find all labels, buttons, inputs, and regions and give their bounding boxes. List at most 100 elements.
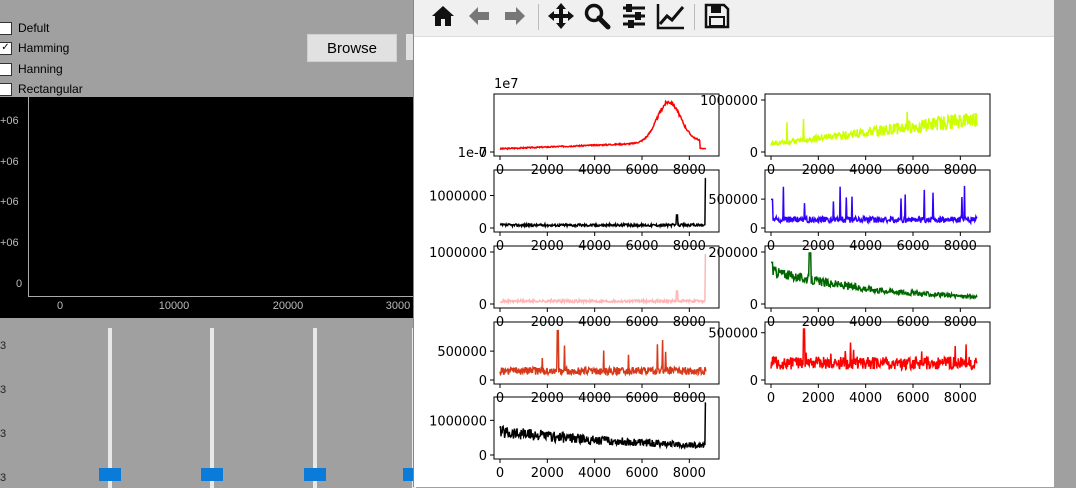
subplot-6: 0 500000 0 2000 4000 6000 8000: [437, 321, 720, 406]
slider-track[interactable]: [210, 328, 214, 488]
checkbox[interactable]: ✓: [0, 41, 12, 55]
slider-value-label: 3: [0, 384, 7, 396]
x-tick-label: 6000: [896, 391, 929, 406]
zoom-icon[interactable]: [582, 2, 612, 30]
right-background: [1054, 0, 1076, 487]
pan-icon[interactable]: [546, 2, 576, 30]
checkbox-label: Hamming: [18, 41, 70, 55]
subplot-8: 0 1000000 0 2000 4000 6000 8000: [429, 396, 720, 481]
x-tick-label: 6000: [625, 466, 658, 481]
series-line: [770, 328, 978, 373]
x-tick-label: 2000: [531, 391, 564, 406]
main-plot: [0, 97, 420, 318]
main-x-tick: 0: [56, 300, 64, 312]
y-tick-label: 1000000: [429, 414, 487, 429]
x-tick-label: 4000: [578, 391, 611, 406]
window-option-defult[interactable]: Defult: [0, 18, 49, 38]
y-tick-label: 0: [479, 449, 487, 464]
toolbar-separator: [694, 4, 695, 30]
x-tick-label: 8000: [673, 466, 706, 481]
slider-track[interactable]: [313, 328, 317, 488]
forward-icon[interactable]: [500, 2, 530, 30]
series-line: [499, 99, 707, 151]
checkbox-label: Defult: [18, 21, 50, 35]
main-x-tick: 20000: [272, 300, 304, 312]
slider-handle[interactable]: [201, 468, 223, 481]
slider-track[interactable]: [108, 328, 112, 488]
y-tick-label: 1e-7: [458, 146, 487, 161]
window-option-hanning[interactable]: Hanning: [0, 59, 63, 79]
axes-frame: [764, 169, 991, 233]
axes-frame: [493, 245, 720, 309]
checkbox[interactable]: [0, 82, 12, 96]
y-tick-label: 500000: [437, 345, 487, 360]
y-tick-label: 0: [479, 298, 487, 313]
x-tick-label: 0: [767, 391, 775, 406]
series-line: [499, 177, 707, 230]
main-y-tick: +06: [0, 196, 19, 208]
main-y-tick: +06: [0, 237, 19, 249]
x-tick-label: 4000: [849, 391, 882, 406]
toolbar-separator: [538, 4, 539, 30]
slider-value-label: 3: [0, 472, 7, 484]
x-tick-label: 8000: [944, 391, 977, 406]
subplot-7: 0 500000 0 2000 4000 6000 8000: [708, 321, 991, 406]
slider-handle[interactable]: [99, 468, 121, 481]
slider-value-label: 3: [0, 428, 7, 440]
x-tick-label: 6000: [625, 391, 658, 406]
y-tick-label: 0: [479, 222, 487, 237]
y-tick-label: 1000000: [700, 94, 758, 109]
y-tick-label: 0: [479, 146, 487, 161]
browse-button[interactable]: Browse: [307, 34, 397, 62]
checkbox[interactable]: [0, 62, 12, 76]
y-tick-label: 0: [750, 374, 758, 389]
plot-toolbar: [414, 0, 1054, 37]
y-tick-label: 500000: [708, 327, 758, 342]
y-offset-label: 1e7: [494, 77, 519, 92]
y-tick-label: 1000000: [429, 246, 487, 261]
configure-subplots-icon[interactable]: [619, 2, 649, 30]
x-tick-label: 0: [496, 391, 504, 406]
back-icon[interactable]: [464, 2, 494, 30]
save-icon[interactable]: [702, 2, 732, 30]
series-line: [770, 111, 978, 147]
main-y-axis: [28, 97, 29, 297]
checkbox-label: Rectangular: [18, 82, 83, 96]
checkbox-label: Hanning: [18, 62, 63, 76]
y-tick-label: 1000000: [429, 190, 487, 205]
second-button[interactable]: [406, 34, 416, 60]
y-tick-label: 0: [750, 222, 758, 237]
y-tick-label: 200000: [708, 246, 758, 261]
axes-frame: [493, 396, 720, 460]
series-line: [499, 329, 707, 377]
home-icon[interactable]: [428, 2, 458, 30]
slider-handle[interactable]: [304, 468, 326, 481]
axes-frame: [493, 321, 720, 385]
axes-frame: [764, 245, 991, 309]
main-y-tick: 0: [16, 278, 23, 290]
x-tick-label: 2000: [531, 466, 564, 481]
x-tick-label: 2000: [802, 391, 835, 406]
checkbox[interactable]: [0, 21, 12, 35]
axes-frame: [493, 93, 720, 157]
window-option-rectangular[interactable]: Rectangular: [0, 79, 83, 99]
figure-window: 0 1e-7 1e7 0 2000 4000 6000 8000 0 1000000 0 2000 40…: [413, 0, 1055, 487]
main-y-tick: +06: [0, 156, 19, 168]
y-tick-label: 0: [750, 146, 758, 161]
slider-value-label: 3: [0, 340, 7, 352]
axes-frame: [764, 321, 991, 385]
y-tick-label: 500000: [708, 193, 758, 208]
edit-axis-icon[interactable]: [656, 2, 686, 30]
main-x-tick: 3000: [385, 300, 411, 312]
y-tick-label: 0: [750, 298, 758, 313]
series-line: [771, 252, 978, 301]
series-line: [499, 402, 707, 450]
main-x-axis: [28, 296, 420, 297]
window-option-hamming[interactable]: ✓ Hamming: [0, 38, 69, 58]
